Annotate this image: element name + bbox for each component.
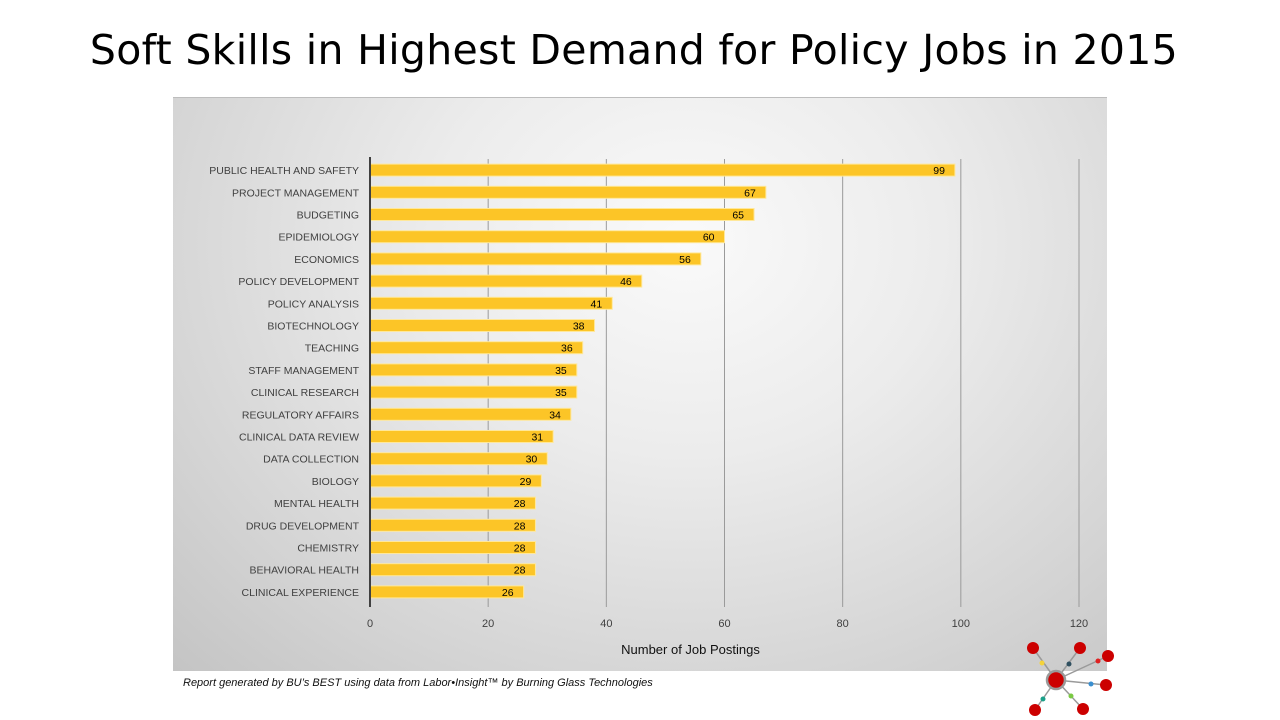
category-label: BIOTECHNOLOGY (267, 321, 359, 333)
category-label: REGULATORY AFFAIRS (242, 409, 359, 421)
bar (369, 585, 525, 599)
bar (369, 430, 554, 443)
data-label: 29 (520, 476, 532, 488)
bar (369, 252, 702, 266)
data-label: 56 (679, 254, 691, 266)
data-label: 28 (514, 565, 526, 577)
x-tick-label: 120 (1070, 618, 1088, 630)
x-axis-title: Number of Job Postings (621, 642, 760, 657)
chart-area: 0 20 40 60 80 100 120 PUBLIC HEALTH AND SAFETY 9… (173, 97, 1107, 671)
network-hub-icon (1027, 642, 1114, 716)
data-label: 46 (620, 276, 632, 288)
bar (369, 518, 536, 532)
category-label: BIOLOGY (312, 476, 359, 488)
x-tick-label: 60 (718, 618, 730, 630)
bar (369, 474, 542, 488)
bar (369, 319, 596, 332)
data-label: 36 (561, 343, 573, 355)
data-label: 28 (514, 498, 526, 510)
category-label: PUBLIC HEALTH AND SAFETY (209, 165, 359, 177)
category-label: PROJECT MANAGEMENT (232, 187, 360, 199)
bar (369, 407, 572, 421)
x-tick-label: 0 (367, 618, 373, 630)
category-label: CHEMISTRY (297, 543, 359, 555)
bar (369, 385, 578, 399)
bar (369, 563, 536, 577)
bar (369, 363, 578, 377)
bar (369, 274, 643, 288)
category-label: POLICY ANALYSIS (268, 298, 359, 310)
bar (369, 496, 536, 510)
category-label: BEHAVIORAL HEALTH (249, 565, 359, 577)
category-label: EPIDEMIOLOGY (278, 232, 359, 244)
source-footnote: Report generated by BU’s BEST using data… (183, 677, 653, 689)
bar (369, 452, 548, 466)
bar (369, 541, 536, 554)
data-label: 31 (531, 432, 543, 444)
category-label: TEACHING (305, 343, 359, 355)
data-label: 28 (514, 520, 526, 532)
x-tick-label: 40 (600, 618, 612, 630)
data-label: 67 (744, 187, 756, 199)
bar (369, 163, 956, 177)
data-label: 60 (703, 232, 715, 244)
category-label: DATA COLLECTION (263, 454, 359, 466)
data-label: 30 (526, 454, 538, 466)
data-label: 65 (732, 210, 744, 222)
data-label: 38 (573, 321, 585, 333)
category-label: CLINICAL EXPERIENCE (242, 587, 359, 599)
data-label: 99 (933, 165, 945, 177)
category-label: BUDGETING (297, 210, 359, 222)
category-label: POLICY DEVELOPMENT (238, 276, 359, 288)
category-label: CLINICAL RESEARCH (251, 387, 359, 399)
data-label: 34 (549, 409, 561, 421)
x-tick-label: 80 (837, 618, 849, 630)
bar (369, 208, 755, 221)
category-label: CLINICAL DATA REVIEW (239, 432, 359, 444)
x-tick-label: 20 (482, 618, 494, 630)
page-title: Soft Skills in Highest Demand for Policy… (89, 26, 1179, 74)
x-tick-label: 100 (952, 618, 970, 630)
bar (369, 230, 725, 244)
data-label: 28 (514, 543, 526, 555)
category-label: DRUG DEVELOPMENT (246, 520, 360, 532)
data-label: 35 (555, 387, 567, 399)
bar (369, 341, 584, 355)
category-label: MENTAL HEALTH (274, 498, 359, 510)
data-label: 41 (591, 298, 603, 310)
data-label: 35 (555, 365, 567, 377)
bar (369, 296, 613, 310)
bar-chart: 0 20 40 60 80 100 120 PUBLIC HEALTH AND SAFETY 9… (209, 157, 1088, 657)
data-label: 26 (502, 587, 514, 599)
category-label: ECONOMICS (294, 254, 359, 266)
category-label: STAFF MANAGEMENT (248, 365, 359, 377)
bar (369, 185, 767, 199)
